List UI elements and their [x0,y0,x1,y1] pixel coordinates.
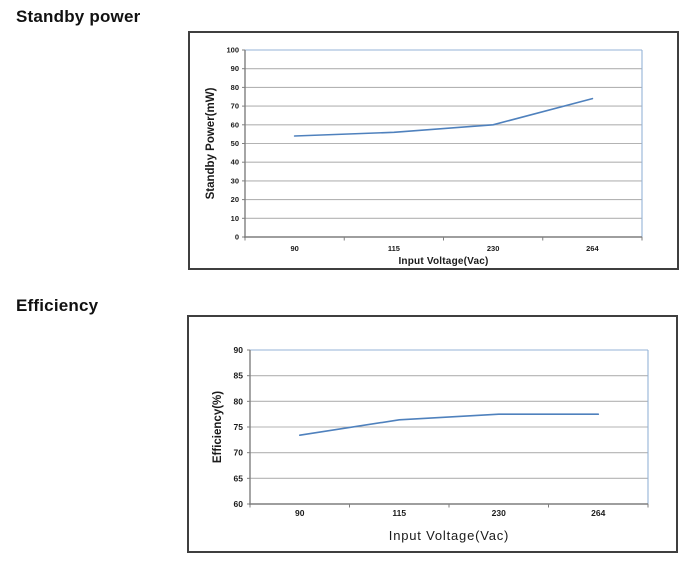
y-axis-label: 100 [226,46,239,55]
section-title-standby-power: Standby power [16,7,141,26]
x-axis-label: 230 [487,244,500,253]
x-axis-label: 115 [392,508,406,518]
y-axis-label: 90 [231,64,239,73]
efficiency-chart: 60 65 70 75 80 85 90 90 115 230 264 Efficiency(%) In… [212,345,649,543]
y-axis-label: 0 [235,233,239,242]
y-axis-label: 60 [234,499,244,509]
y-axis-label: 80 [234,396,244,406]
x-axis-title: Input Voltage(Vac) [398,256,488,267]
data-line [293,97,594,137]
y-axis-label: 40 [231,158,239,167]
y-axis-label: 50 [231,139,239,148]
x-axis-label: 264 [586,244,599,253]
standby-power-chart-frame: 0 10 20 30 40 50 60 70 80 90 100 90 115 230 264 Standby… [188,31,679,270]
y-axis-label: 30 [231,176,239,185]
standby-power-chart: 0 10 20 30 40 50 60 70 80 90 100 90 115 230 264 Standby… [205,46,643,267]
data-line [299,413,600,436]
y-axis-label: 90 [234,345,244,355]
y-axis-label: 75 [234,422,244,432]
y-axis-label: 70 [234,448,244,458]
y-axis-label: 65 [234,473,244,483]
y-axis-label: 70 [231,102,239,111]
y-axis-label: 10 [231,214,239,223]
y-axis-label: 60 [231,120,239,129]
x-axis-label: 90 [295,508,305,518]
x-axis-label: 230 [492,508,506,518]
y-axis-label: 20 [231,195,239,204]
efficiency-chart-frame: 60 65 70 75 80 85 90 90 115 230 264 Efficiency(%) In… [187,315,678,553]
x-axis-label: 264 [591,508,605,518]
x-axis-label: 90 [290,244,298,253]
y-axis-title: Efficiency(%) [212,391,224,463]
x-axis-title: Input Voltage(Vac) [389,528,509,543]
y-axis-label: 85 [234,371,244,381]
y-axis-label: 80 [231,83,239,92]
x-axis-label: 115 [388,244,400,253]
section-title-efficiency: Efficiency [16,296,99,315]
y-axis-title: Standby Power(mW) [205,87,217,199]
